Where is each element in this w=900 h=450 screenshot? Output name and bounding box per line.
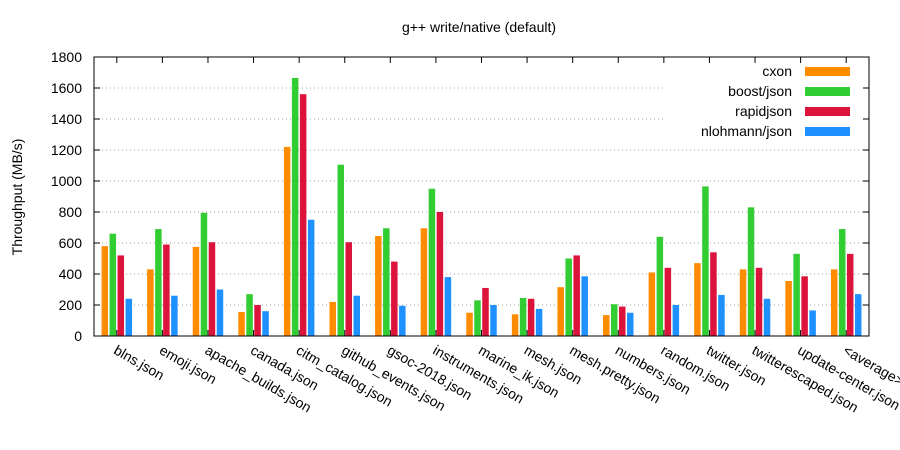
x-tick-label: blns.json (111, 342, 167, 383)
bar (254, 305, 261, 336)
chart-title: g++ write/native (default) (402, 19, 556, 35)
legend-label: nlohmann/json (701, 123, 792, 139)
y-tick-label: 800 (59, 204, 83, 220)
bar (490, 305, 497, 336)
bar (619, 306, 626, 336)
bar (246, 294, 253, 336)
bar (208, 242, 216, 336)
bar (163, 244, 170, 336)
bar (718, 294, 725, 336)
bar (147, 269, 154, 336)
bar (830, 269, 838, 336)
bar (611, 304, 618, 336)
y-tick-label: 1600 (51, 80, 82, 96)
bar (329, 301, 336, 336)
bar (262, 311, 269, 336)
bar (565, 258, 572, 336)
bar (854, 294, 862, 336)
bar (603, 315, 610, 336)
bar (391, 261, 398, 336)
bar (337, 164, 344, 336)
y-axis: 0 200 400 600 800 1000 1200 1400 1600 1800 (51, 49, 869, 344)
bar (171, 295, 178, 336)
legend-swatch (805, 67, 850, 76)
bar (747, 207, 755, 336)
bar (519, 298, 527, 336)
bar (428, 188, 436, 336)
bar (838, 229, 846, 336)
bar (474, 300, 481, 336)
bar (739, 269, 747, 336)
legend-label: cxon (762, 63, 792, 79)
bar (125, 298, 133, 336)
bar (299, 94, 307, 336)
bar (345, 242, 352, 336)
bar (763, 298, 771, 336)
bar (535, 308, 543, 336)
bar (375, 236, 382, 336)
bar (466, 312, 473, 336)
bar (420, 228, 428, 336)
legend: cxon boost/json rapidjson nlohmann/json (701, 63, 850, 139)
y-tick-label: 1400 (51, 111, 82, 127)
bar (155, 229, 162, 336)
bar (656, 236, 664, 336)
bar (581, 276, 588, 336)
bar (482, 287, 489, 336)
legend-swatch (805, 107, 850, 116)
bar (291, 77, 299, 337)
bars-group (101, 77, 862, 337)
bar (702, 186, 709, 336)
bar (399, 305, 406, 336)
y-tick-label: 600 (59, 235, 83, 251)
bar (383, 228, 390, 336)
bar (283, 146, 291, 336)
y-tick-label: 1000 (51, 173, 82, 189)
bar (200, 212, 208, 336)
bar (672, 305, 680, 336)
y-tick-label: 1200 (51, 142, 82, 158)
bar (436, 212, 444, 336)
legend-swatch (805, 87, 850, 96)
bar (801, 276, 808, 336)
bar (307, 219, 315, 336)
bar (109, 233, 117, 336)
y-tick-label: 400 (59, 266, 83, 282)
bar (216, 289, 224, 336)
bar (444, 277, 452, 336)
bar (101, 246, 109, 336)
y-tick-label: 200 (59, 297, 83, 313)
bar (511, 314, 519, 336)
bar (238, 311, 245, 336)
bar (664, 267, 672, 336)
bar (648, 272, 656, 336)
bar (694, 263, 701, 336)
bar (527, 298, 535, 336)
bar (785, 280, 792, 336)
bar (846, 253, 854, 336)
y-axis-label: Throughput (MB/s) (9, 139, 25, 256)
legend-label: rapidjson (735, 103, 792, 119)
bar (710, 252, 717, 336)
bar (793, 253, 800, 336)
bar (627, 312, 634, 336)
bar (755, 267, 763, 336)
bar (557, 287, 564, 336)
bar (117, 255, 125, 336)
legend-label: boost/json (728, 83, 792, 99)
y-tick-label: 0 (74, 328, 82, 344)
bar (353, 295, 360, 336)
y-tick-label: 1800 (51, 49, 82, 65)
bar (192, 246, 200, 336)
legend-swatch (805, 127, 850, 136)
bar (573, 255, 580, 336)
bar (809, 310, 816, 336)
